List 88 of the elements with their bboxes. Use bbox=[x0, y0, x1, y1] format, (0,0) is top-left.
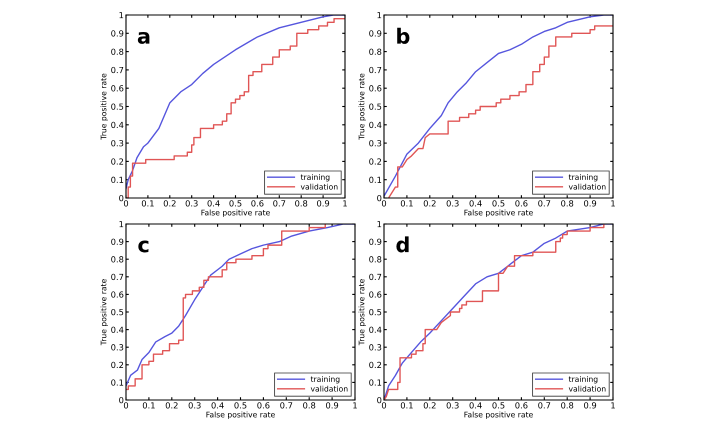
y-tick-label: 0.7 bbox=[369, 274, 382, 280]
y-tick-label: 0.5 bbox=[369, 308, 382, 316]
y-tick-label: 0.2 bbox=[111, 362, 124, 368]
y-tick-label: 0 bbox=[119, 396, 124, 404]
y-tick-label: 0.4 bbox=[111, 122, 124, 128]
x-tick-label: 0.2 bbox=[164, 200, 176, 207]
y-tick-label: 0 bbox=[119, 194, 124, 202]
x-tick-label: 0.7 bbox=[538, 200, 550, 207]
y-tick-label: 0.2 bbox=[369, 158, 382, 165]
y-tick-label: 0.7 bbox=[111, 66, 124, 74]
x-tick-label: 0.3 bbox=[188, 402, 201, 409]
y-tick-label: 0.1 bbox=[369, 176, 382, 183]
y-tick-label: 0.8 bbox=[111, 256, 124, 262]
x-tick-label: 0.3 bbox=[446, 200, 459, 207]
y-tick-label: 1 bbox=[120, 12, 124, 18]
y-tick-label: 0.2 bbox=[369, 362, 382, 368]
y-tick-label: 0.6 bbox=[111, 85, 124, 92]
y-tick-label: 0.8 bbox=[369, 48, 382, 55]
y-tick-label: 0.6 bbox=[369, 291, 382, 298]
y-tick-label: 0.3 bbox=[111, 344, 124, 350]
y-tick-label: 0.5 bbox=[111, 308, 124, 316]
y-tick-label: 0.4 bbox=[369, 122, 382, 128]
annotation: a bbox=[138, 32, 150, 44]
y-tick-label: 0.3 bbox=[111, 140, 124, 146]
x-tick-label: 0.3 bbox=[446, 402, 459, 409]
y-tick-label: 0.3 bbox=[369, 344, 382, 350]
x-tick-label: 0.7 bbox=[538, 402, 550, 409]
x-tick-label: 1 bbox=[343, 200, 347, 206]
x-tick-label: 0.1 bbox=[400, 402, 413, 409]
y-tick-label: 0.8 bbox=[111, 48, 124, 55]
y-tick-label: 0.7 bbox=[111, 274, 124, 280]
x-tick-label: 1 bbox=[353, 402, 357, 408]
annotation: d bbox=[396, 236, 409, 252]
x-tick-label: 0.8 bbox=[303, 402, 316, 409]
x-tick-label: 0.6 bbox=[251, 200, 264, 207]
x-tick-label: 0.9 bbox=[326, 402, 338, 409]
x-tick-label: 0.4 bbox=[470, 200, 482, 207]
y-tick-label: 0.1 bbox=[111, 379, 124, 386]
x-tick-label: 1 bbox=[611, 402, 615, 408]
y-tick-label: 0.3 bbox=[369, 140, 382, 146]
y-tick-label: 0.6 bbox=[111, 291, 124, 298]
y-tick-label: 0.9 bbox=[369, 238, 382, 245]
x-tick-label: 0.7 bbox=[273, 200, 286, 207]
y-tick-label: 0.7 bbox=[369, 66, 382, 74]
y-tick-label: 0 bbox=[377, 194, 382, 202]
y-tick-label: 0 bbox=[377, 396, 382, 404]
y-tick-label: 0.2 bbox=[111, 158, 124, 165]
x-tick-label: 0.8 bbox=[295, 200, 308, 207]
x-tick-label: 0.8 bbox=[561, 402, 574, 409]
y-tick-label: 0.6 bbox=[369, 85, 382, 92]
y-tick-label: 1 bbox=[378, 221, 382, 228]
y-tick-label: 0.8 bbox=[369, 256, 382, 262]
y-tick-label: 1 bbox=[378, 12, 382, 18]
y-tick-label: 0.9 bbox=[111, 30, 124, 37]
y-tick-label: 0.9 bbox=[369, 30, 382, 37]
x-tick-label: 0.9 bbox=[317, 200, 330, 207]
x-tick-label: 0.1 bbox=[142, 402, 155, 409]
x-tick-label: 0.6 bbox=[257, 402, 270, 409]
x-tick-label: 0.2 bbox=[166, 402, 178, 409]
y-tick-label: 0.4 bbox=[369, 326, 382, 333]
x-tick-label: 0.1 bbox=[400, 200, 413, 207]
y-tick-label: 0.1 bbox=[369, 379, 382, 386]
y-tick-label: 0.4 bbox=[111, 326, 124, 333]
x-tick-label: 0.2 bbox=[424, 402, 436, 409]
x-tick-label: 0.5 bbox=[234, 402, 246, 409]
annotation: c bbox=[138, 240, 148, 252]
y-tick-label: 0.9 bbox=[111, 238, 124, 245]
y-tick-label: 1 bbox=[120, 221, 124, 228]
x-tick-label: 0.4 bbox=[208, 200, 220, 207]
x-tick-label: 0.4 bbox=[470, 402, 482, 409]
x-tick-label: 0.3 bbox=[186, 200, 198, 207]
annotation: b bbox=[397, 28, 410, 44]
x-tick-label: 0.4 bbox=[212, 402, 224, 409]
x-tick-label: 0.2 bbox=[424, 200, 436, 207]
x-tick-label: 0.1 bbox=[142, 200, 154, 207]
x-tick-label: 0.9 bbox=[584, 402, 596, 409]
x-tick-label: 0.5 bbox=[492, 200, 504, 207]
y-tick-label: 0.5 bbox=[369, 103, 382, 110]
x-tick-label: 0.5 bbox=[492, 402, 504, 409]
x-tick-label: 0.5 bbox=[229, 200, 242, 207]
y-tick-label: 0.5 bbox=[111, 103, 124, 110]
x-tick-label: 1 bbox=[611, 200, 615, 206]
x-tick-label: 0.7 bbox=[280, 402, 292, 409]
x-tick-label: 0.8 bbox=[561, 200, 574, 207]
y-tick-label: 0.1 bbox=[111, 176, 124, 183]
x-tick-label: 0.9 bbox=[584, 200, 596, 207]
x-tick-label: 0.6 bbox=[515, 402, 528, 409]
x-tick-label: 0.6 bbox=[515, 200, 528, 207]
